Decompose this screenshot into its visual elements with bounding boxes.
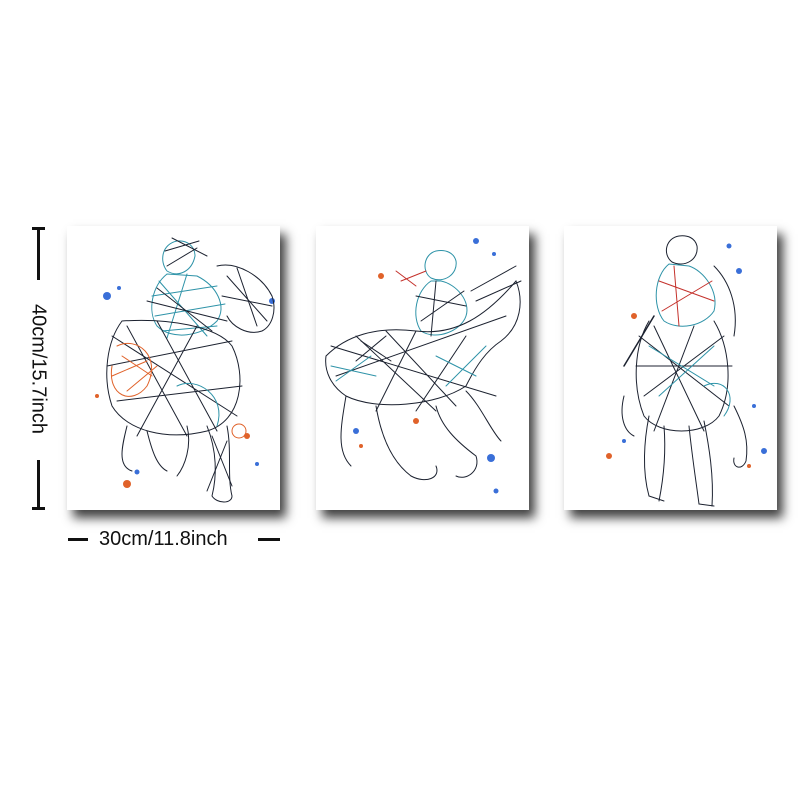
splatter-1 bbox=[95, 286, 275, 488]
canvas-panel-1 bbox=[67, 226, 280, 510]
width-dimension-label: 30cm/11.8inch bbox=[99, 528, 228, 550]
height-dimension-line bbox=[37, 228, 40, 280]
splatter-3 bbox=[606, 243, 767, 468]
height-dimension-bottom-tick bbox=[32, 507, 45, 510]
width-dimension-line-left bbox=[68, 538, 88, 541]
splatter-2 bbox=[353, 238, 499, 494]
height-dimension-label: 40cm/15.7inch bbox=[27, 303, 50, 435]
horse-sketch-2 bbox=[325, 238, 522, 494]
height-dimension-line-lower bbox=[37, 460, 40, 510]
canvas-panel-3 bbox=[564, 226, 777, 510]
horse-sketch-1 bbox=[95, 237, 275, 503]
horse-sketch-3 bbox=[606, 235, 767, 507]
canvas-panel-2 bbox=[316, 226, 529, 510]
height-dimension-top-tick bbox=[32, 227, 45, 230]
width-dimension-line-right bbox=[258, 538, 280, 541]
